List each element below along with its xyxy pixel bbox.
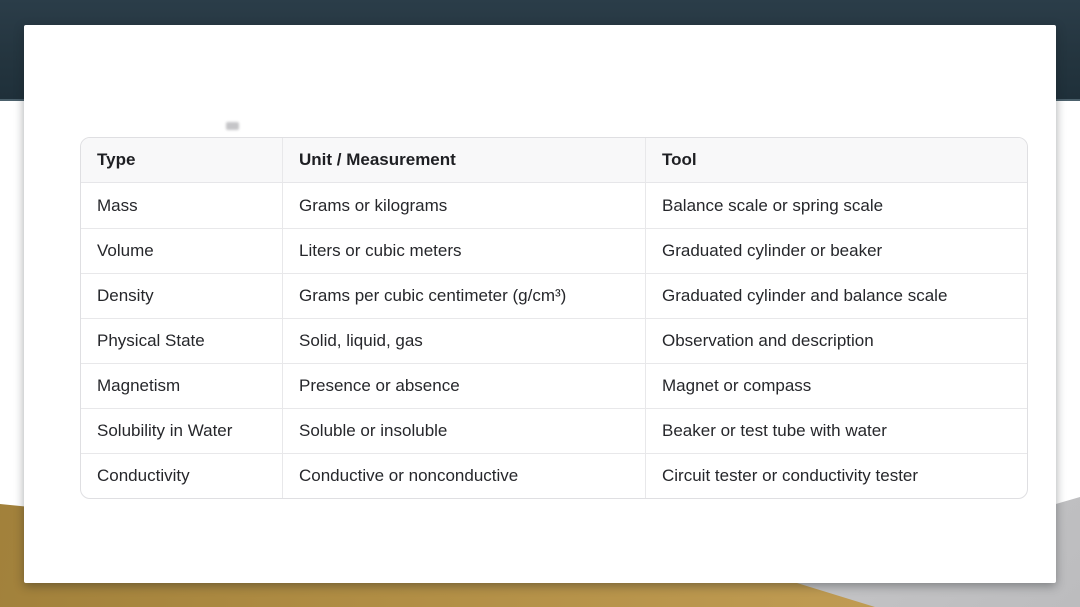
- table-row: Mass Grams or kilograms Balance scale or s…: [81, 183, 1027, 228]
- column-header-unit: Unit / Measurement: [283, 138, 646, 183]
- table-cell: Balance scale or spring scale: [662, 195, 884, 215]
- table-row: Magnetism Presence or absence Magnet or co…: [81, 363, 1027, 408]
- table-cell: Beaker or test tube with water: [646, 408, 1027, 453]
- table-cell: Graduated cylinder or beaker: [646, 228, 1027, 273]
- table-cell: Density: [81, 273, 283, 318]
- table-cell: Grams or kilograms: [283, 183, 646, 228]
- table-cell: Conductive or nonconductive: [283, 453, 646, 498]
- table-cell: Observation and description: [646, 318, 1027, 363]
- table-header-row: Type Unit / Measurement Tool: [81, 138, 1027, 183]
- table-body: Mass Grams or kilograms Balance scale or s…: [81, 183, 1027, 498]
- table-row: Volume Liters or cubic meters Graduated cy…: [81, 228, 1027, 273]
- faint-text-artifact: [226, 122, 239, 130]
- table-cell: Mass: [81, 183, 283, 228]
- content-card: Type Unit / Measurement Tool Mass Grams o…: [24, 25, 1056, 583]
- table-cell: Presence or absence: [283, 363, 646, 408]
- table-cell: Solubility in Water: [81, 408, 283, 453]
- table-cell: Liters or cubic meters: [283, 228, 646, 273]
- column-header-tool: Tool: [646, 138, 1027, 183]
- table-row: Density Grams per cubic centimeter (g/cm³…: [81, 273, 1027, 318]
- table-cell: Conductivity: [81, 453, 283, 498]
- table-cell: Soluble or insoluble: [283, 408, 646, 453]
- table-cell: Magnet or compass: [646, 363, 1027, 408]
- table-row: Physical State Solid, liquid, gas Observat…: [81, 318, 1027, 363]
- table-cell: Volume: [81, 228, 283, 273]
- table-cell: Physical State: [81, 318, 283, 363]
- table-cell: Graduated cylinder and balance scale: [646, 273, 1027, 318]
- properties-table: Type Unit / Measurement Tool Mass Grams o…: [80, 137, 1028, 499]
- table-row: Conductivity Conductive or nonconductive C…: [81, 453, 1027, 498]
- table-cell: Grams per cubic centimeter (g/cm³): [283, 273, 646, 318]
- table-cell: Solid, liquid, gas: [283, 318, 646, 363]
- column-header-type: Type: [81, 138, 283, 183]
- table-row: Solubility in Water Soluble or insoluble B…: [81, 408, 1027, 453]
- table-cell: Circuit tester or conductivity tester: [646, 453, 1027, 498]
- table-cell: Magnetism: [81, 363, 283, 408]
